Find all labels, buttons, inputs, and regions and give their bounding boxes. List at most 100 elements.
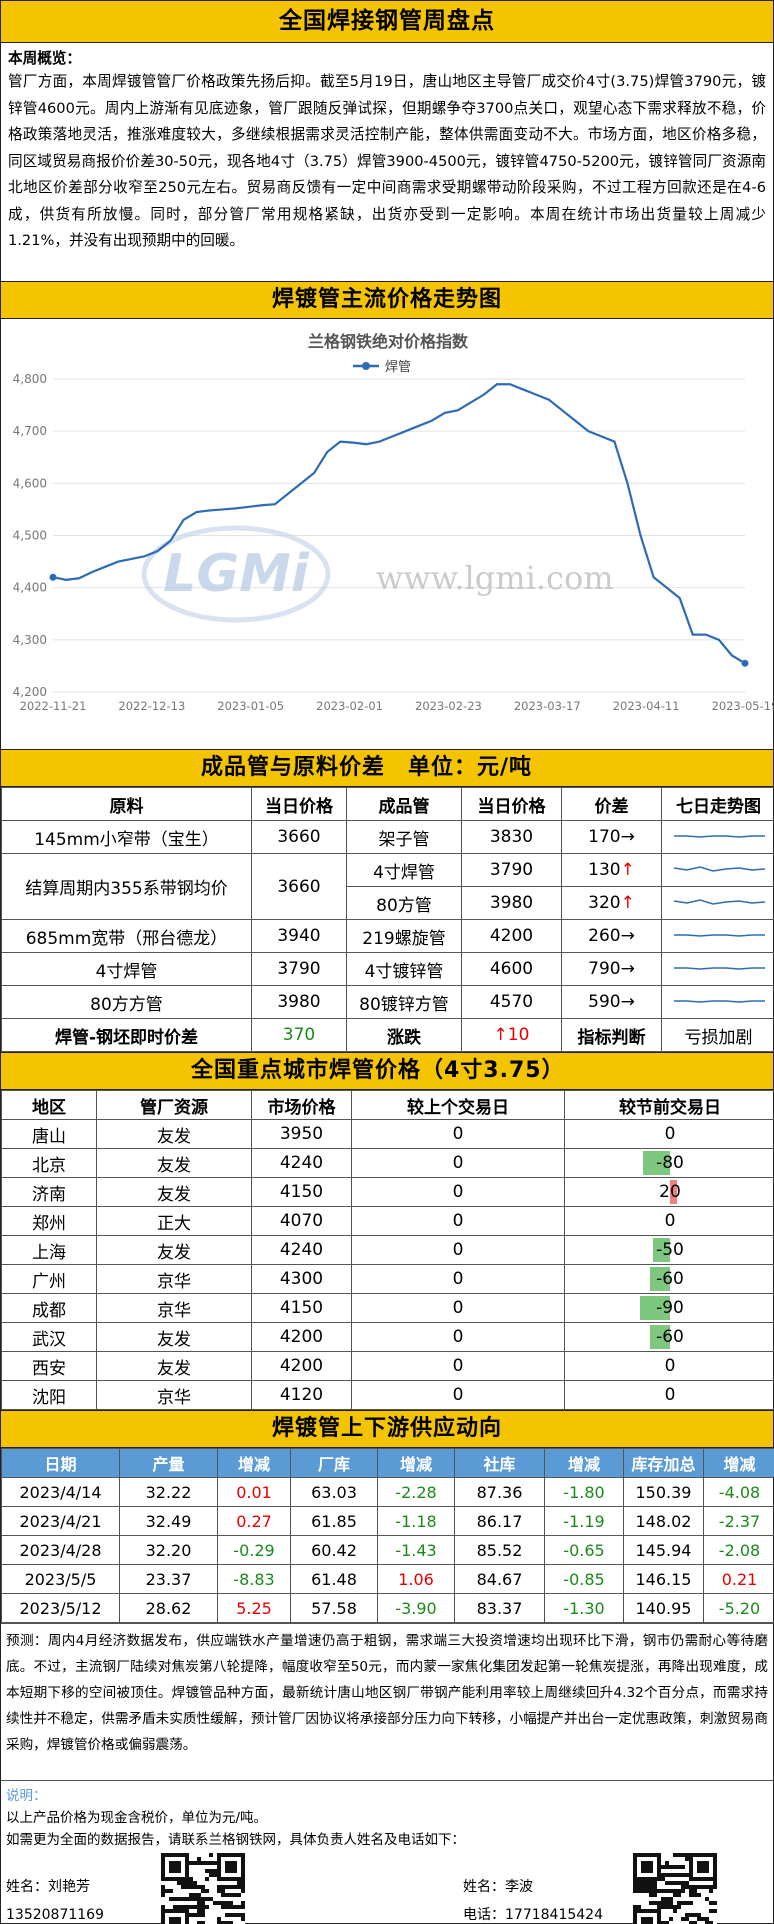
supply-cell: 2023/4/21 bbox=[1, 1506, 120, 1536]
spread-table: 原料 当日价格 成品管 当日价格 价差 七日走势图 145mm小窄带（宝生） 3660 架子管… bbox=[1, 787, 774, 1052]
product-cell: 4寸焊管 bbox=[346, 853, 462, 887]
sparkline-cell bbox=[661, 820, 774, 854]
city-row: 唐山 友发 3950 0 0 bbox=[1, 1119, 774, 1149]
supply-cell: 23.37 bbox=[119, 1564, 218, 1594]
change-pre-holiday-cell: -60 bbox=[564, 1322, 774, 1352]
spread-value: 790 bbox=[588, 959, 621, 979]
forecast-text: 预测：周内4月经济数据发布，供应端铁水产量增速仍高于粗钢，需求端三大投资增速均出… bbox=[1, 1623, 773, 1781]
raw-price-cell: 3790 bbox=[251, 952, 347, 986]
watermark-logo-text: LGMi bbox=[163, 544, 310, 604]
contact-2-phone: 电话：17718415424 bbox=[463, 1907, 603, 1923]
supply-cell: -1.43 bbox=[377, 1535, 455, 1565]
product-cell: 80方管 bbox=[346, 886, 462, 920]
y-tick-label: 4,400 bbox=[13, 581, 47, 595]
spread-header-cell: 七日走势图 bbox=[661, 787, 774, 821]
mill-cell: 京华 bbox=[96, 1293, 252, 1323]
change-prev-day-cell: 0 bbox=[351, 1322, 565, 1352]
supply-cell: 0.01 bbox=[217, 1477, 291, 1507]
contact-1: 姓名：刘艳芳 13520871169 bbox=[6, 1873, 104, 1924]
spread-value: 130 bbox=[588, 860, 621, 880]
y-tick-label: 4,600 bbox=[13, 476, 47, 490]
raw-material-cell: 80方方管 bbox=[1, 985, 252, 1019]
supply-cell: 84.67 bbox=[454, 1564, 545, 1594]
data-bar bbox=[650, 1267, 670, 1291]
spread-row: 4寸焊管 3790 4寸镀锌管 4600 790→ bbox=[1, 952, 774, 986]
supply-cell: -5.20 bbox=[703, 1593, 774, 1623]
series-point bbox=[49, 573, 57, 581]
spread-header-cell: 原料 bbox=[1, 787, 252, 821]
supply-cell: 148.02 bbox=[623, 1506, 704, 1536]
product-cell: 219螺旋管 bbox=[346, 919, 462, 953]
product-price-cell: 3830 bbox=[461, 820, 562, 854]
data-bar bbox=[650, 1325, 670, 1349]
change-prev-day-cell: 0 bbox=[351, 1148, 565, 1178]
change-prev-day-cell: 0 bbox=[351, 1293, 565, 1323]
legend-marker bbox=[362, 362, 370, 370]
price-trend-chart: 兰格钢铁绝对价格指数 焊管 4,200 4,300 4,400 4,500 4,600 4,7… bbox=[1, 319, 774, 749]
change-label: 涨跌 bbox=[346, 1018, 462, 1052]
mill-cell: 友发 bbox=[96, 1322, 252, 1352]
supply-cell: 87.36 bbox=[454, 1477, 545, 1507]
product-price-cell: 3980 bbox=[461, 886, 562, 920]
trend-section-title: 焊镀管主流价格走势图 bbox=[1, 281, 773, 319]
supply-cell: 2023/4/28 bbox=[1, 1535, 120, 1565]
price-cell: 4200 bbox=[251, 1322, 352, 1352]
data-bar bbox=[640, 1296, 670, 1320]
change-prev-day-cell: 0 bbox=[351, 1177, 565, 1207]
supply-cell: 140.95 bbox=[623, 1593, 704, 1623]
supply-header-cell: 产量 bbox=[119, 1448, 218, 1478]
region-cell: 济南 bbox=[1, 1177, 97, 1207]
spread-value-cell: 260→ bbox=[561, 919, 662, 953]
change-pre-holiday-cell: 20 bbox=[564, 1177, 774, 1207]
price-cell: 4240 bbox=[251, 1235, 352, 1265]
sparkline-cell bbox=[661, 886, 774, 920]
city-row: 广州 京华 4300 0 -60 bbox=[1, 1264, 774, 1294]
raw-material-cell: 4寸焊管 bbox=[1, 952, 252, 986]
sparkline-icon bbox=[673, 898, 765, 905]
change-value: -80 bbox=[656, 1153, 684, 1173]
judge-label: 指标判断 bbox=[561, 1018, 662, 1052]
spread-row: 145mm小窄带（宝生） 3660 架子管 3830 170→ bbox=[1, 820, 774, 854]
contact-1-name: 姓名：刘艳芳 bbox=[6, 1879, 90, 1895]
spread-value: 320 bbox=[588, 893, 621, 913]
supply-cell: 0.21 bbox=[703, 1564, 774, 1594]
change-value: -90 bbox=[656, 1298, 684, 1318]
summary-section: 本周概览： 管厂方面，本周焊镀管管厂价格政策先扬后抑。截至5月19日，唐山地区主… bbox=[1, 43, 773, 281]
supply-cell: 32.22 bbox=[119, 1477, 218, 1507]
spread-value-cell: 170→ bbox=[561, 820, 662, 854]
price-cell: 4120 bbox=[251, 1380, 352, 1410]
price-cell: 4150 bbox=[251, 1293, 352, 1323]
supply-cell: 5.25 bbox=[217, 1593, 291, 1623]
raw-price-cell: 3980 bbox=[251, 985, 347, 1019]
supply-cell: 145.94 bbox=[623, 1535, 704, 1565]
y-tick-label: 4,500 bbox=[13, 529, 47, 543]
spread-value-cell: 130↑ bbox=[561, 853, 662, 887]
supply-cell: -4.08 bbox=[703, 1477, 774, 1507]
change-value: 20 bbox=[659, 1182, 681, 1202]
sparkline-icon bbox=[673, 865, 765, 872]
supply-cell: 60.42 bbox=[290, 1535, 378, 1565]
contact-1-phone: 13520871169 bbox=[6, 1907, 104, 1923]
spread-row: 685mm宽带（邢台德龙） 3940 219螺旋管 4200 260→ bbox=[1, 919, 774, 953]
raw-price-cell: 3660 bbox=[251, 820, 347, 854]
change-value: ↑10 bbox=[461, 1018, 562, 1052]
supply-cell: 57.58 bbox=[290, 1593, 378, 1623]
region-cell: 郑州 bbox=[1, 1206, 97, 1236]
summary-heading: 本周概览： bbox=[8, 50, 81, 67]
supply-cell: 83.37 bbox=[454, 1593, 545, 1623]
change-pre-holiday-cell: 0 bbox=[564, 1351, 774, 1381]
supply-section-title: 焊镀管上下游供应动向 bbox=[1, 1410, 773, 1448]
region-cell: 武汉 bbox=[1, 1322, 97, 1352]
data-bar bbox=[653, 1238, 670, 1262]
spread-value: 590 bbox=[588, 992, 621, 1012]
city-header-row: 地区 管厂资源 市场价格 较上个交易日 较节前交易日 bbox=[1, 1090, 774, 1120]
city-row: 郑州 正大 4070 0 0 bbox=[1, 1206, 774, 1236]
region-cell: 沈阳 bbox=[1, 1380, 97, 1410]
price-cell: 3950 bbox=[251, 1119, 352, 1149]
product-cell: 架子管 bbox=[346, 820, 462, 854]
instant-spread-label: 焊管-钢坯即时价差 bbox=[1, 1018, 252, 1052]
y-tick-label: 4,300 bbox=[13, 633, 47, 647]
supply-cell: 1.06 bbox=[377, 1564, 455, 1594]
supply-header-cell: 日期 bbox=[1, 1448, 120, 1478]
x-tick-label: 2023-03-17 bbox=[514, 699, 581, 713]
